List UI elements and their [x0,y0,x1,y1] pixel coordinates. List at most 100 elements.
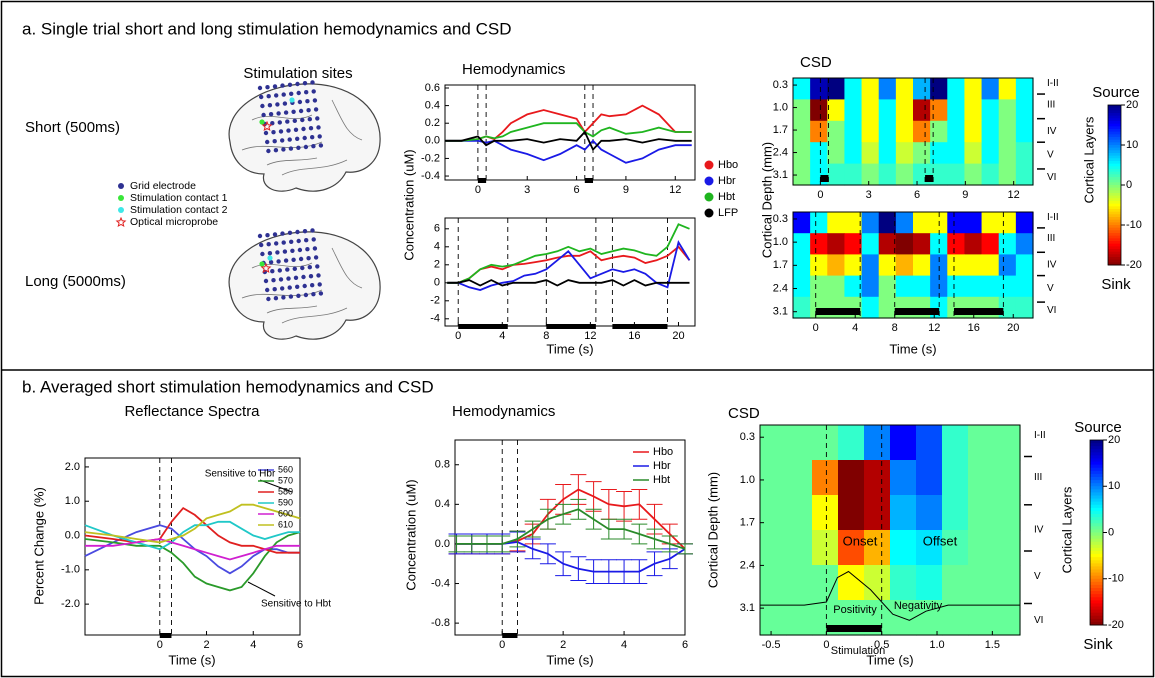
y-tick-label: 0.4 [435,498,450,510]
legend-label: Hbt [718,191,735,203]
error-bar [631,559,648,585]
colorbar-segment [1108,177,1121,181]
grid-electrode [302,283,307,289]
colorbar-segment [1090,520,1103,524]
layer-label: IV [1047,126,1057,137]
colorbar-segment [1108,193,1121,197]
y-tick-label: 0.2 [425,117,440,129]
heatmap-cell [810,233,828,255]
error-bar [616,518,633,540]
grid-electrode [295,136,300,141]
heatmap-cell [1015,212,1034,234]
heatmap-cell [1015,78,1034,100]
colorbar-tick-label: 20 [1108,434,1120,446]
colorbar-segment [1108,126,1121,130]
y-tick-label: -2 [430,295,440,307]
grid-electrode [308,126,314,131]
grid-electrode [311,292,316,297]
grid-electrode [288,294,294,299]
heatmap-cell [981,142,1000,165]
heatmap-cell [1015,120,1034,143]
x-axis-label: Time (s) [866,652,913,667]
heatmap-cell [838,495,865,531]
x-tick-label: 4 [621,639,627,651]
grid-electrode [312,98,318,103]
series-line [84,520,300,551]
heatmap-cell [964,120,983,143]
heatmap-cell [895,163,914,186]
x-tick-label: 20 [672,330,684,342]
colorbar-segment [1108,110,1121,114]
chart-title: Hemodynamics [462,61,565,78]
heatmap-cell [793,99,811,122]
colorbar-segment [1108,262,1121,266]
heatmap-cell [760,495,787,531]
colorbar-segment [1108,254,1121,258]
colorbar-segment [1108,198,1121,202]
colorbar-segment [1090,498,1103,503]
colorbar-segment [1090,446,1103,450]
series-line [447,223,690,284]
colorbar-segment [1108,142,1121,146]
legend-label: Hbt [653,474,670,486]
error-bar [661,535,678,553]
error-bar [600,559,617,585]
error-bar [585,481,602,512]
heatmap-cell [916,565,943,601]
grid-electrode [281,147,286,152]
heatmap-cell [947,163,966,186]
colorbar-segment [1108,187,1121,191]
heatmap-cell [968,565,995,601]
series-line [447,239,691,291]
colorbar-segment [1090,544,1103,549]
colorbar-segment [1090,584,1103,589]
grid-electrode [263,130,269,136]
y-tick-label: 2 [434,259,440,271]
heatmap-cell [861,142,880,165]
colorbar-segment [1108,257,1121,261]
heatmap-cell [964,78,983,100]
colorbar-segment [1108,171,1121,175]
heatmap-cell [947,78,966,100]
y-tick-label: -0.2 [421,152,440,164]
heatmap-cell [812,425,839,461]
heatmap-cell [861,233,880,255]
grid-electrode [265,233,270,238]
stimulus-bar [612,324,668,329]
colorbar-segment [1090,569,1103,574]
grid-electrode [305,99,310,104]
heatmap-cell [1015,142,1034,165]
error-bar [524,538,541,560]
grid-electrode [302,229,308,234]
brain-sulcus [331,99,363,141]
error-bar [494,535,511,553]
heatmap-cell [890,530,917,566]
plot-frame [759,424,1021,636]
y-tick-label: 1.0 [65,495,80,507]
colorbar-segment [1090,618,1103,623]
x-tick-label: 0 [455,330,461,342]
grid-electrode [265,139,270,145]
heatmap-cell [981,212,1000,234]
grid-electrode [292,266,297,271]
x-tick-label: 6 [682,639,688,651]
heatmap-cell [981,163,1000,186]
heatmap-cell [827,212,846,234]
y-tick-label: 2.4 [740,559,755,571]
x-tick-label: 0 [823,639,829,651]
colorbar-segment [1108,219,1121,223]
x-tick-label: 20 [1007,322,1019,334]
heatmap-cell [947,99,966,122]
grid-electrode [295,284,300,289]
layer-label: V [1047,283,1054,294]
heatmap-cell [913,254,931,277]
heatmap-cell [895,296,914,319]
y-tick-label: 0.4 [425,100,440,112]
colorbar-segment [1090,507,1103,512]
y-tick-label: 0.0 [65,529,80,541]
grid-electrode [306,256,311,261]
grid-electrode [275,102,280,107]
colorbar-segment [1108,131,1121,135]
colorbar-segment [1108,107,1121,111]
